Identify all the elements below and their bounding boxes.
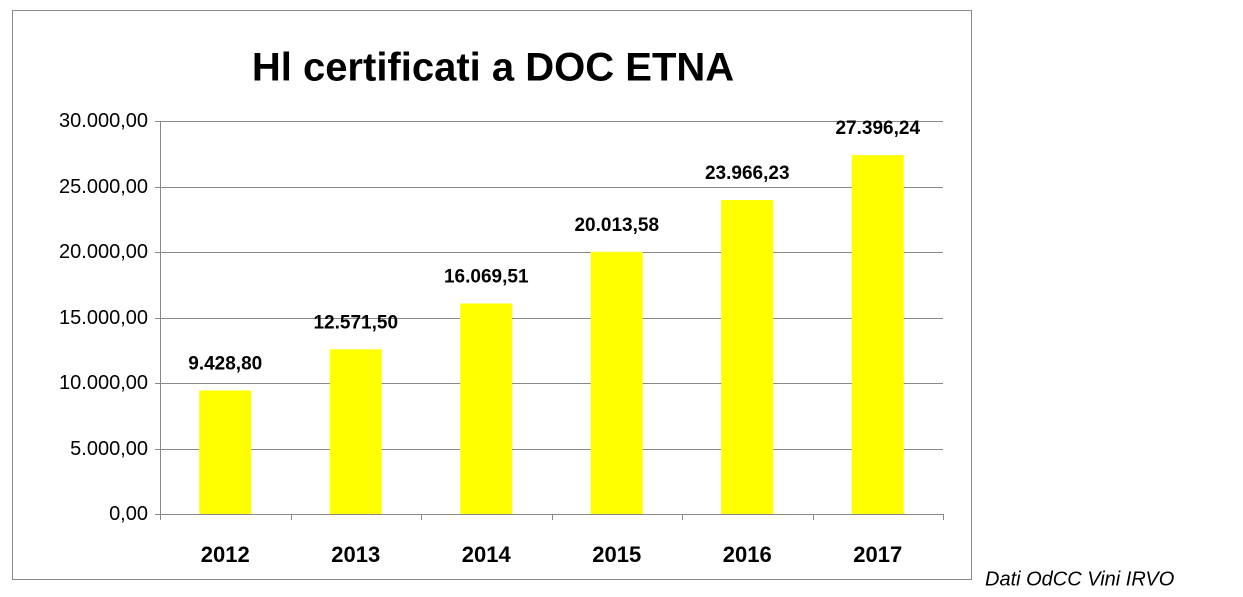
value-label: 16.069,51 xyxy=(444,267,529,288)
value-label: 12.571,50 xyxy=(313,312,398,333)
value-label: 27.396,24 xyxy=(835,118,920,139)
y-tick-label: 25.000,00 xyxy=(59,176,148,198)
bar xyxy=(329,349,382,514)
y-tick-label: 15.000,00 xyxy=(59,307,148,329)
x-tick-label: 2013 xyxy=(331,542,380,567)
y-tick-label: 20.000,00 xyxy=(59,241,148,263)
bar xyxy=(590,251,643,515)
bar xyxy=(460,303,513,514)
y-tick-label: 10.000,00 xyxy=(59,372,148,394)
bar xyxy=(721,200,774,514)
y-tick-label: 5.000,00 xyxy=(70,438,148,460)
y-tick-label: 0,00 xyxy=(109,503,148,525)
x-tick-label: 2014 xyxy=(462,542,512,567)
bar xyxy=(851,155,904,514)
x-tick-label: 2017 xyxy=(853,542,902,567)
value-label: 23.966,23 xyxy=(705,163,790,184)
value-label: 20.013,58 xyxy=(574,215,659,236)
x-tick-label: 2016 xyxy=(723,542,772,567)
value-label: 9.428,80 xyxy=(188,353,262,374)
source-note: Dati OdCC Vini IRVO xyxy=(985,568,1174,590)
bar xyxy=(199,390,252,514)
x-tick-label: 2012 xyxy=(201,542,250,567)
y-tick-label: 30.000,00 xyxy=(59,110,148,132)
x-tick-label: 2015 xyxy=(592,542,641,567)
chart-title: Hl certificati a DOC ETNA xyxy=(252,46,734,90)
